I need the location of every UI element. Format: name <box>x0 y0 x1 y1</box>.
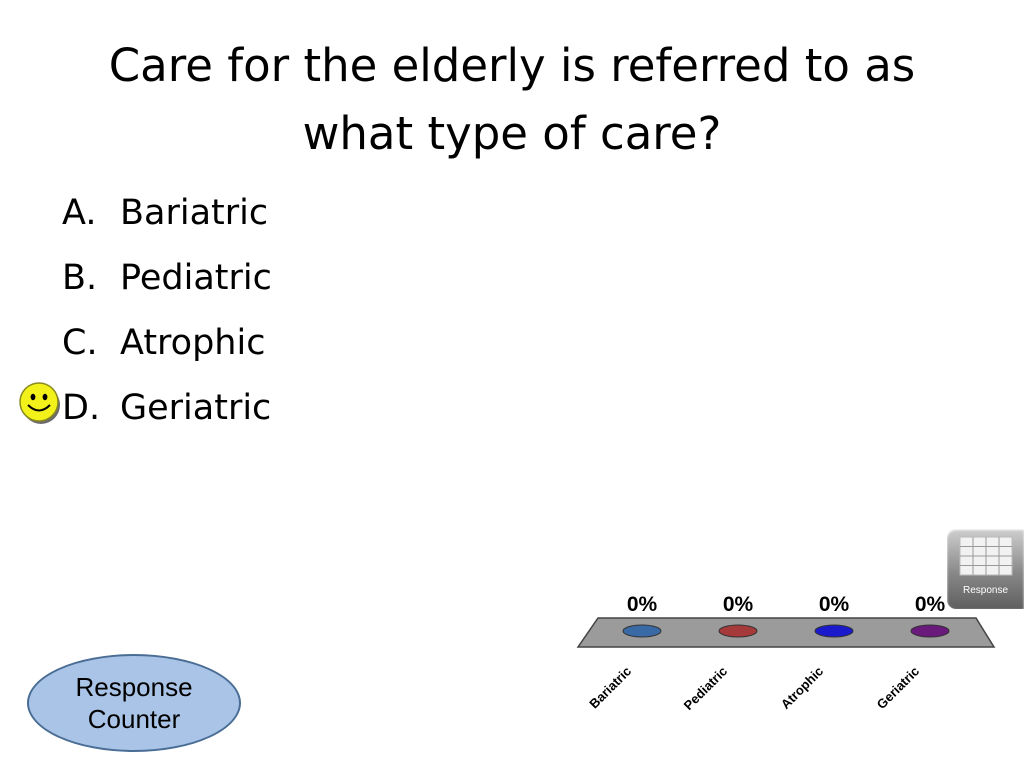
answer-option-b[interactable]: B. Pediatric <box>62 251 272 316</box>
chart-data-label: 0% <box>819 593 850 616</box>
question-title-line-1: Care for the elderly is referred to as <box>108 39 916 92</box>
answer-text: Bariatric <box>120 193 269 233</box>
response-chart: 0% Bariatric 0% Pediatric 0% Atrophic 0% Geriat… <box>576 593 996 713</box>
chart-data-label: 0% <box>723 593 754 616</box>
smiley-icon <box>19 382 60 424</box>
chart-tick-label: Atrophic <box>778 664 826 712</box>
answer-text: Atrophic <box>120 323 266 363</box>
answer-letter: C. <box>62 323 98 363</box>
chart-bar-pediatric <box>718 624 758 638</box>
answer-list: A. Bariatric B. Pediatric C. Atrophic D.… <box>62 186 272 446</box>
question-title-line-2: what type of care? <box>302 107 722 160</box>
response-counter-button[interactable]: Response Counter <box>27 654 241 752</box>
answer-text: Geriatric <box>120 388 272 428</box>
chart-bar-geriatric <box>910 624 950 638</box>
answer-letter: A. <box>62 193 97 233</box>
answer-option-c[interactable]: C. Atrophic <box>62 316 272 381</box>
response-counter-line-2: Counter <box>87 704 181 734</box>
chart-data-label: 0% <box>915 593 946 616</box>
answer-letter: B. <box>62 258 98 298</box>
response-grid-button[interactable]: Response <box>947 529 1024 609</box>
answer-option-d[interactable]: D. Geriatric <box>62 381 272 446</box>
answer-text: Pediatric <box>120 258 272 298</box>
response-grid-label: Response <box>962 585 1009 596</box>
chart-tick-label: Bariatric <box>586 664 634 712</box>
question-title: Care for the elderly is referred to as w… <box>40 32 984 168</box>
chart-tick-label: Pediatric <box>681 664 730 713</box>
answer-letter: D. <box>62 388 101 428</box>
chart-bar-atrophic <box>814 624 854 638</box>
chart-bar-bariatric <box>622 624 662 638</box>
response-counter-line-1: Response <box>75 672 193 702</box>
chart-data-label: 0% <box>627 593 658 616</box>
grid-icon <box>959 536 1013 576</box>
answer-option-a[interactable]: A. Bariatric <box>62 186 272 251</box>
chart-floor <box>576 617 996 648</box>
chart-tick-label: Geriatric <box>874 664 922 712</box>
